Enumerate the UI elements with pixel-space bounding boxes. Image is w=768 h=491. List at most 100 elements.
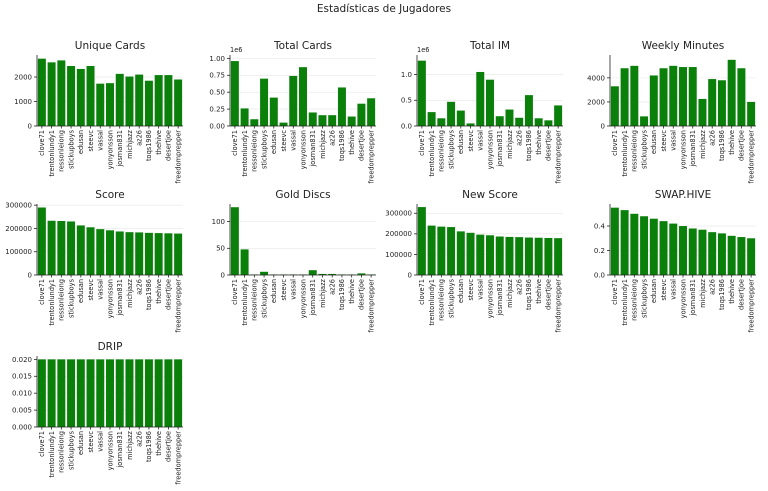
x-tick-label: freedomprepper — [174, 431, 182, 485]
y-tick-label: 100000 — [385, 251, 412, 259]
bar — [154, 359, 163, 427]
bar — [417, 60, 426, 126]
bar — [727, 59, 736, 126]
bar — [437, 226, 446, 275]
bar — [86, 227, 95, 275]
y-tick-label: 4000 — [587, 74, 605, 82]
x-tick-label: az26 — [516, 279, 524, 295]
bar — [289, 75, 298, 126]
chart-panel-7: 0 100000 200000 300000 clove71 trentonlundy1 r… — [385, 189, 563, 333]
x-tick-label: toqs1986 — [718, 279, 726, 310]
x-tick-label: michjazz — [126, 278, 134, 307]
bar — [505, 109, 514, 126]
x-tick-label: trentonlundy1 — [48, 431, 56, 478]
bar — [486, 235, 494, 275]
bar — [640, 216, 649, 275]
y-tick-label: 1.00 — [209, 55, 225, 63]
y-tick-label: 0.020 — [12, 356, 32, 364]
x-tick-label: edusan — [270, 279, 278, 303]
chart-panel-9: 0.000 0.005 0.010 0.015 0.020 clove71 trentonl… — [12, 341, 183, 485]
bar — [698, 229, 707, 275]
x-tick-label: clove71 — [38, 431, 46, 457]
bar — [115, 73, 124, 126]
x-tick-label: desertjoe — [738, 130, 746, 161]
y-tick-label: 0.2 — [594, 247, 605, 255]
bar — [67, 359, 76, 427]
bar — [37, 359, 46, 427]
y-tick-label: 0.75 — [209, 72, 225, 80]
bar — [144, 359, 153, 427]
x-tick-label: desertjoe — [165, 130, 173, 161]
x-tick-label: desertjoe — [358, 130, 366, 161]
x-tick-label: edusan — [77, 130, 85, 154]
x-tick-label: trentonlundy1 — [621, 130, 629, 177]
axis-multiplier: 1e6 — [417, 46, 429, 54]
bar — [135, 74, 144, 126]
bar — [174, 79, 183, 126]
x-tick-label: freedomprepper — [174, 279, 182, 333]
bar — [357, 103, 366, 126]
bar — [154, 233, 163, 275]
bar — [669, 65, 678, 126]
x-tick-label: thehive — [348, 130, 356, 155]
x-tick-label: josman831 — [496, 279, 504, 317]
bar — [534, 237, 543, 275]
bar — [649, 75, 658, 126]
x-tick-label: michjazz — [126, 129, 134, 158]
x-tick-label: vassal — [97, 130, 105, 151]
x-tick-label: freedomprepper — [554, 130, 562, 184]
bar — [544, 237, 553, 275]
panel-title: Total Cards — [273, 40, 332, 52]
bar — [135, 232, 144, 275]
x-tick-label: stickupboys — [447, 278, 455, 318]
x-tick-label: trentonlundy1 — [48, 130, 56, 177]
chart-panel-1: 0 1000 2000 clove71 trentonlundy1 ressonleion… — [14, 40, 183, 184]
x-tick-label: stickupboys — [67, 430, 75, 470]
bar — [544, 120, 553, 126]
x-tick-label: michjazz — [506, 129, 514, 158]
x-tick-label: az26 — [329, 279, 337, 295]
x-tick-label: vassal — [670, 279, 678, 300]
bar — [47, 220, 56, 275]
x-tick-label: ressonleiong — [438, 130, 446, 172]
x-tick-label: edusan — [77, 279, 85, 303]
bar — [698, 98, 707, 126]
bar — [47, 359, 56, 427]
x-tick-label: michjazz — [699, 278, 707, 307]
y-tick-label: 0.5 — [401, 97, 412, 105]
bar — [717, 80, 726, 126]
bar — [708, 232, 717, 275]
x-tick-label: freedomprepper — [747, 130, 755, 184]
bar — [164, 233, 173, 275]
bar — [630, 213, 639, 275]
bar — [96, 359, 105, 427]
y-tick-label: 100000 — [5, 248, 32, 256]
x-tick-label: yonyonsson — [486, 130, 494, 169]
chart-panel-4: 0 2000 4000 clove71 trentonlundy1 ressonleion… — [587, 40, 756, 184]
bar — [318, 273, 327, 275]
bar — [125, 232, 134, 275]
x-tick-label: thehive — [535, 279, 543, 304]
x-tick-label: vassal — [97, 431, 105, 452]
x-tick-label: az26 — [136, 431, 144, 447]
x-tick-label: yonyonsson — [679, 279, 687, 318]
bar — [717, 233, 726, 275]
x-tick-label: josman831 — [116, 431, 124, 469]
bar — [476, 71, 485, 126]
x-tick-label: thehive — [155, 431, 163, 456]
bar — [96, 229, 105, 275]
x-tick-label: toqs1986 — [145, 431, 153, 462]
x-tick-label: steevc — [467, 130, 475, 152]
bar — [135, 359, 144, 427]
bar — [308, 112, 317, 126]
bar — [37, 58, 46, 127]
x-tick-label: vassal — [477, 279, 485, 300]
bar — [164, 75, 173, 126]
x-tick-label: clove71 — [38, 279, 46, 305]
x-tick-label: stickupboys — [260, 278, 268, 318]
x-tick-label: ressonleiong — [58, 279, 66, 321]
bar — [466, 123, 475, 126]
x-tick-label: josman831 — [309, 130, 317, 168]
bar — [620, 68, 629, 126]
